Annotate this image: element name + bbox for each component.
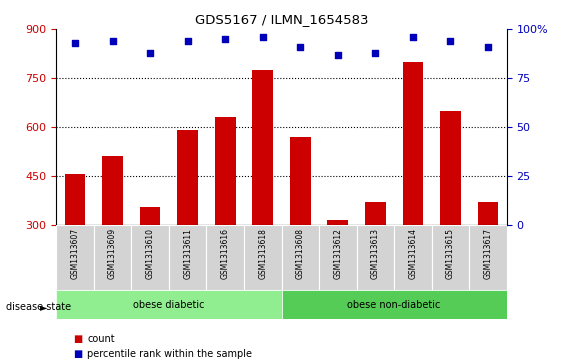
Bar (244, 225, 282, 290)
Text: ■: ■ (73, 334, 82, 344)
Bar (252, 70, 273, 323)
Text: GSM1313615: GSM1313615 (446, 228, 455, 279)
Bar (177, 130, 198, 323)
Text: GSM1313607: GSM1313607 (70, 228, 79, 280)
Text: GSM1313613: GSM1313613 (371, 228, 380, 279)
Text: GSM1313611: GSM1313611 (183, 228, 192, 279)
Bar (328, 220, 348, 323)
Bar (56, 290, 282, 319)
Text: disease state: disease state (6, 302, 71, 312)
Point (484, 44, 493, 50)
Text: GSM1313609: GSM1313609 (108, 228, 117, 280)
Point (333, 52, 342, 57)
Text: GSM1313618: GSM1313618 (258, 228, 267, 279)
Bar (403, 62, 423, 323)
Text: GSM1313616: GSM1313616 (221, 228, 230, 279)
Bar (169, 225, 207, 290)
Point (183, 38, 192, 44)
Bar (319, 225, 356, 290)
Bar (56, 225, 94, 290)
Point (146, 50, 155, 56)
Bar (140, 207, 160, 323)
Point (221, 36, 230, 42)
Bar (102, 156, 123, 323)
Point (408, 34, 417, 40)
Text: ►: ► (41, 302, 48, 312)
Bar (207, 225, 244, 290)
Text: GSM1313610: GSM1313610 (146, 228, 155, 279)
Text: obese non-diabetic: obese non-diabetic (347, 300, 441, 310)
Point (258, 34, 267, 40)
Bar (394, 225, 432, 290)
Bar (477, 202, 498, 323)
Bar (365, 202, 386, 323)
Text: GSM1313612: GSM1313612 (333, 228, 342, 279)
Bar (290, 137, 311, 323)
Bar (131, 225, 169, 290)
Point (70, 40, 79, 46)
Bar (440, 111, 461, 323)
Bar (282, 225, 319, 290)
Bar (94, 225, 131, 290)
Text: GSM1313608: GSM1313608 (296, 228, 305, 279)
Point (371, 50, 380, 56)
Point (108, 38, 117, 44)
Point (446, 38, 455, 44)
Text: percentile rank within the sample: percentile rank within the sample (87, 349, 252, 359)
Bar (432, 225, 469, 290)
Text: GSM1313614: GSM1313614 (408, 228, 417, 279)
Bar (282, 290, 507, 319)
Text: GSM1313617: GSM1313617 (484, 228, 493, 279)
Bar (356, 225, 394, 290)
Text: obese diabetic: obese diabetic (133, 300, 204, 310)
Bar (469, 225, 507, 290)
Text: count: count (87, 334, 115, 344)
Title: GDS5167 / ILMN_1654583: GDS5167 / ILMN_1654583 (195, 13, 368, 26)
Bar (215, 117, 235, 323)
Bar (65, 174, 86, 323)
Point (296, 44, 305, 50)
Text: ■: ■ (73, 349, 82, 359)
